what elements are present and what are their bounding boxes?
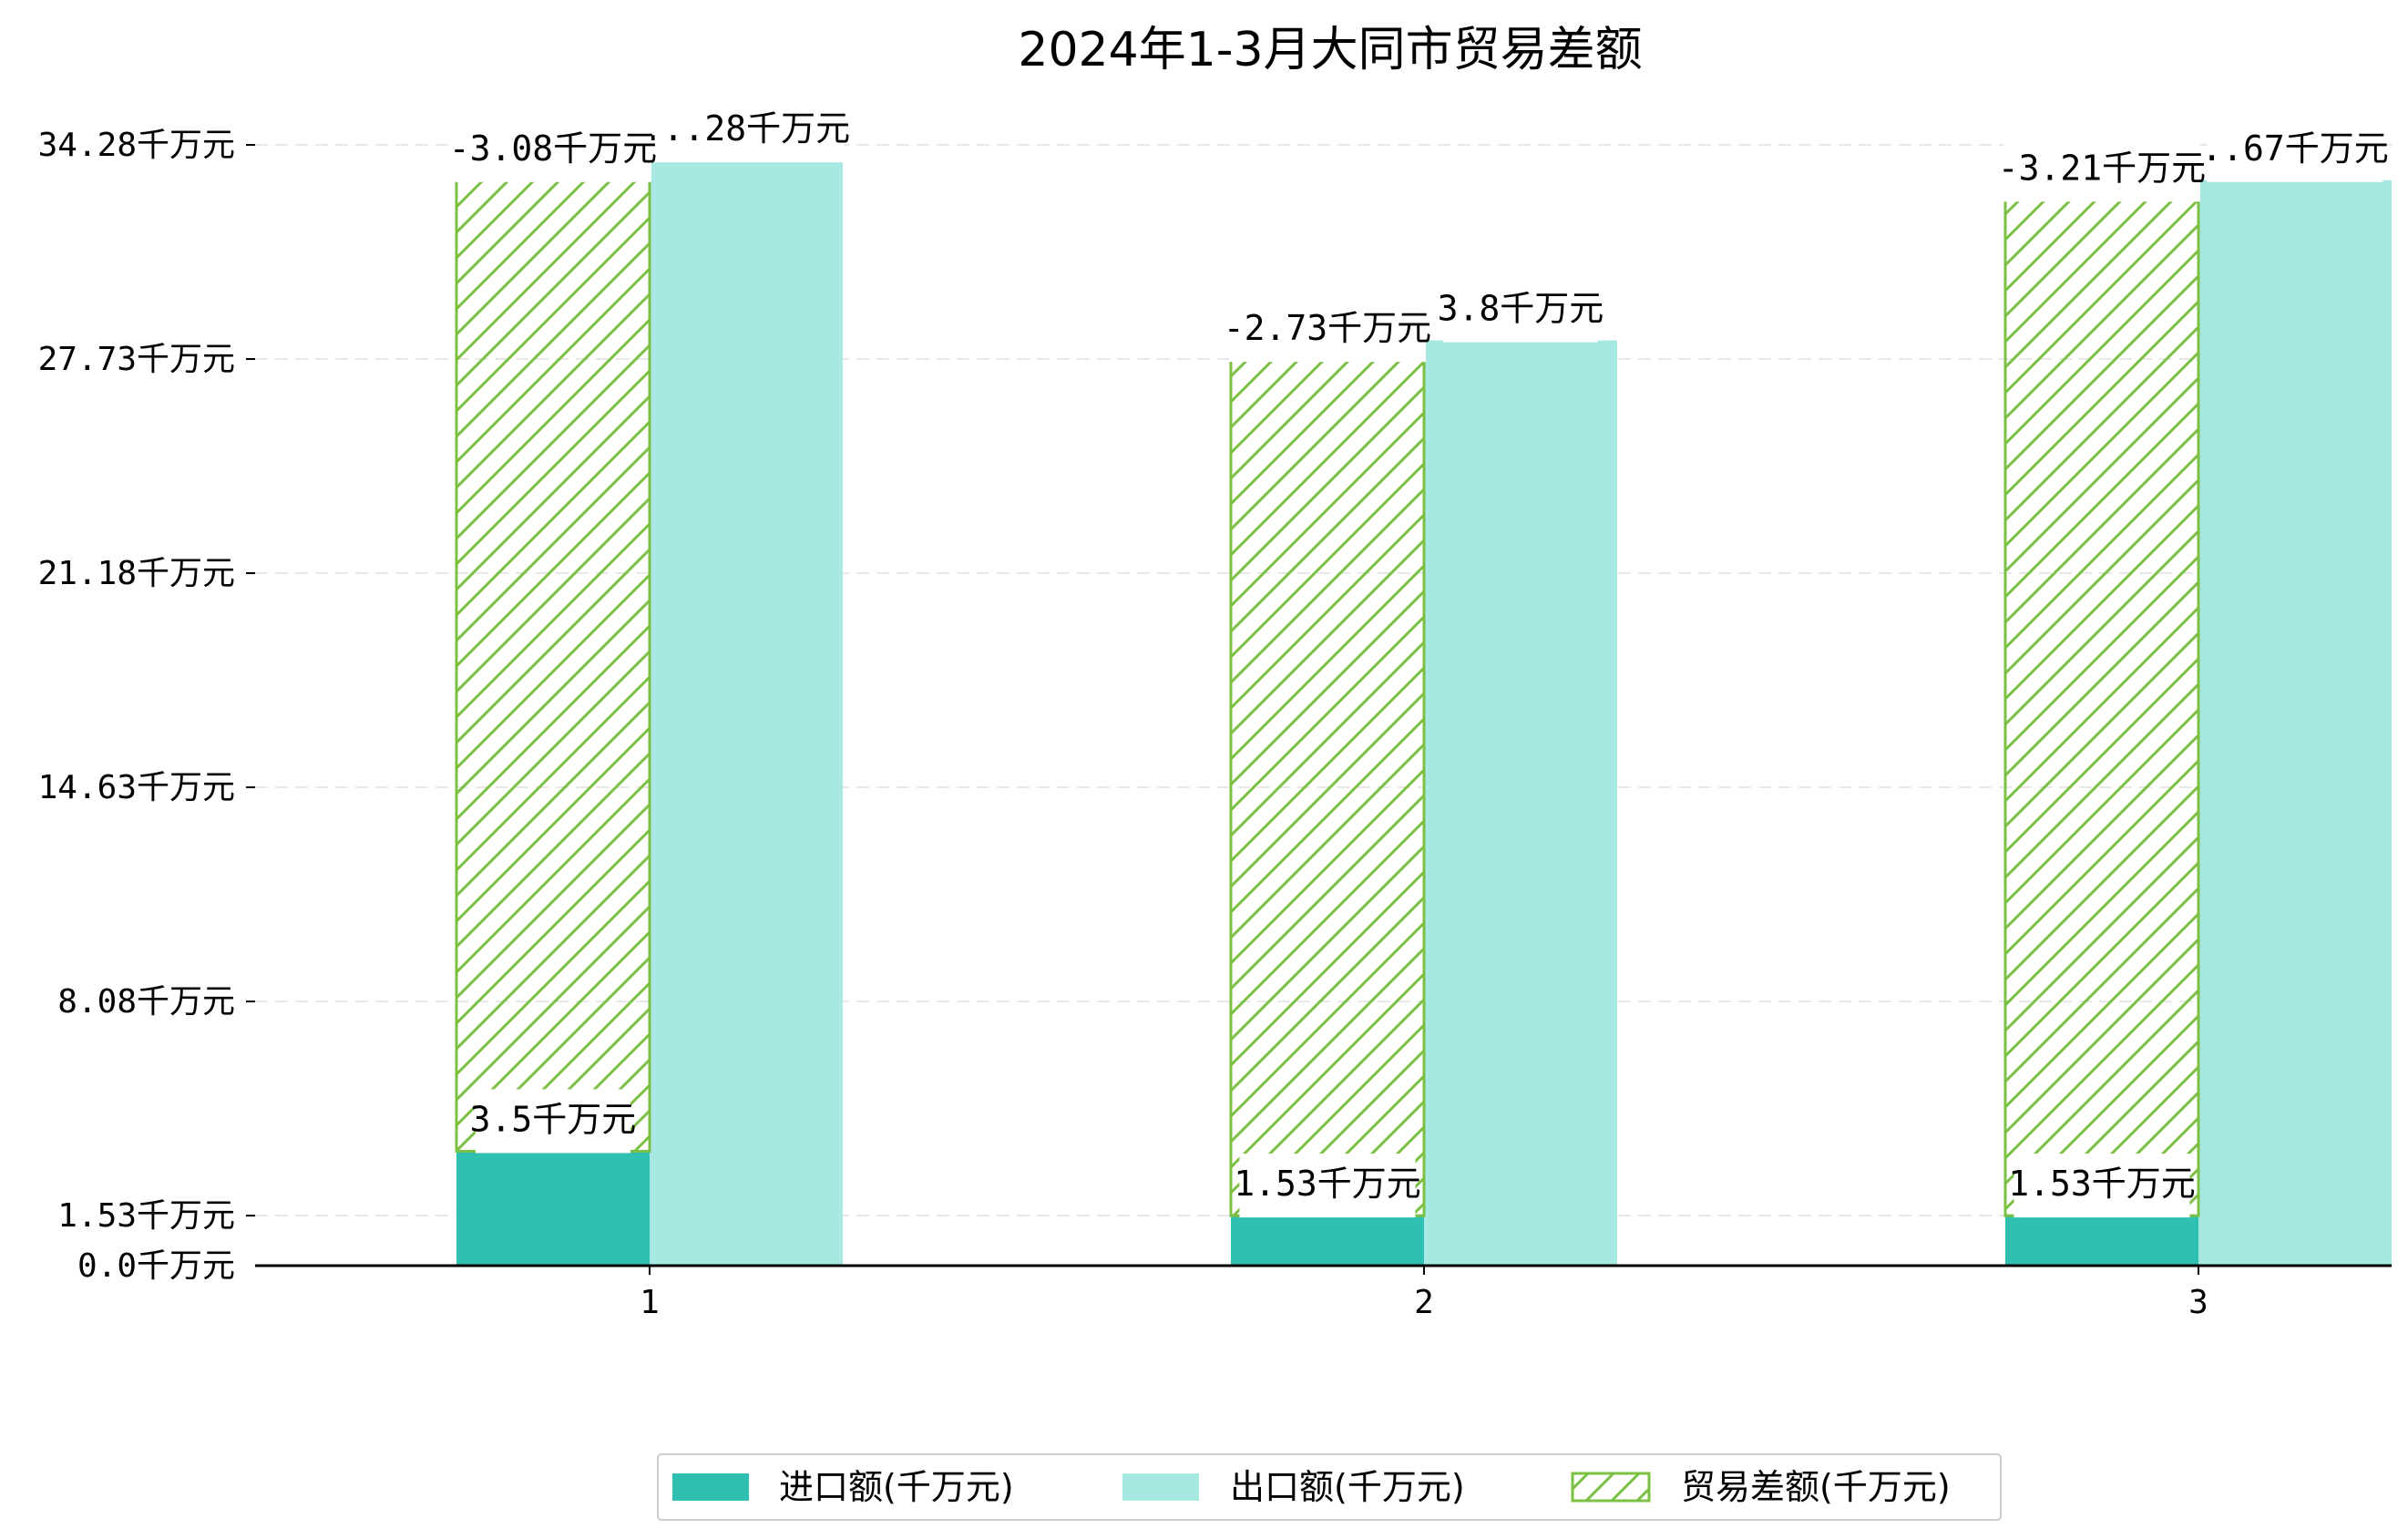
data-label-balance-bg xyxy=(455,118,651,182)
data-label-balance: -2.73千万元 xyxy=(1224,308,1431,348)
legend-swatch-export xyxy=(1122,1473,1199,1501)
legend-label-export: 出口额(千万元) xyxy=(1230,1467,1465,1507)
legend-label-balance: 贸易差额(千万元) xyxy=(1681,1467,1951,1507)
legend-label-import: 进口额(千万元) xyxy=(779,1467,1014,1507)
data-label-import: 3.5千万元 xyxy=(470,1099,637,1139)
legend: 进口额(千万元) 出口额(千万元) 贸易差额(千万元) xyxy=(657,1453,2002,1521)
x-tick-label: 3 xyxy=(2188,1284,2208,1321)
y-tick-label: 1.53千万元 xyxy=(57,1197,235,1235)
bar-balance xyxy=(455,179,651,1153)
data-label-import: 1.53千万元 xyxy=(1234,1164,1421,1204)
y-tick-label: 34.28千万元 xyxy=(38,127,235,164)
y-tick-label: 8.08千万元 xyxy=(57,983,235,1021)
data-label-import-bg xyxy=(2013,1154,2190,1218)
axis-layer: 34.28千万元 27.73千万元 21.18千万元 14.63千万元 8.08千万元 1… xyxy=(38,127,2392,1321)
y-tick-label: 14.63千万元 xyxy=(38,769,235,806)
bar-export xyxy=(1424,340,1617,1267)
data-label-balance-bg xyxy=(2003,138,2200,202)
bar-import xyxy=(456,1151,650,1266)
bar-balance xyxy=(1229,358,1426,1217)
label-layer: ...28千万元-3.08千万元 3.5千万元 3.8千万元-2.73千万元 1.53… xyxy=(449,98,2389,1218)
data-label-export: ..67千万元 xyxy=(2201,128,2389,169)
data-label-import-bg xyxy=(476,1089,630,1154)
legend-frame xyxy=(657,1453,2002,1521)
data-label-export: 3.8千万元 xyxy=(1438,289,1604,329)
chart-title: 2024年1-3月大同市贸易差额 xyxy=(1018,23,1642,77)
data-label-import: 1.53千万元 xyxy=(2008,1164,2196,1204)
legend-swatch-import xyxy=(672,1473,749,1501)
data-label-export: ...28千万元 xyxy=(642,108,850,149)
x-tick-label: 2 xyxy=(1414,1284,1434,1321)
y-tick-label: 21.18千万元 xyxy=(38,555,235,592)
data-label-balance: -3.08千万元 xyxy=(449,128,657,169)
bar-layer xyxy=(455,160,2392,1267)
bar-balance xyxy=(2003,198,2200,1217)
bar-import xyxy=(2005,1216,2198,1266)
y-tick-label: 0.0千万元 xyxy=(77,1247,235,1285)
bar-import xyxy=(1231,1216,1424,1266)
data-label-import-bg xyxy=(1239,1154,1416,1218)
legend-swatch-balance xyxy=(1571,1472,1651,1503)
x-tick-label: 1 xyxy=(640,1284,660,1321)
data-label-export-bg xyxy=(2207,118,2383,182)
y-tick-label: 27.73千万元 xyxy=(38,341,235,378)
bar-export xyxy=(650,160,843,1266)
data-label-export-bg xyxy=(648,98,845,163)
data-label-export-bg xyxy=(1443,278,1598,343)
data-label-balance-bg xyxy=(1229,298,1426,363)
bar-export xyxy=(2198,180,2392,1266)
data-label-balance: -3.21千万元 xyxy=(1998,148,2206,188)
